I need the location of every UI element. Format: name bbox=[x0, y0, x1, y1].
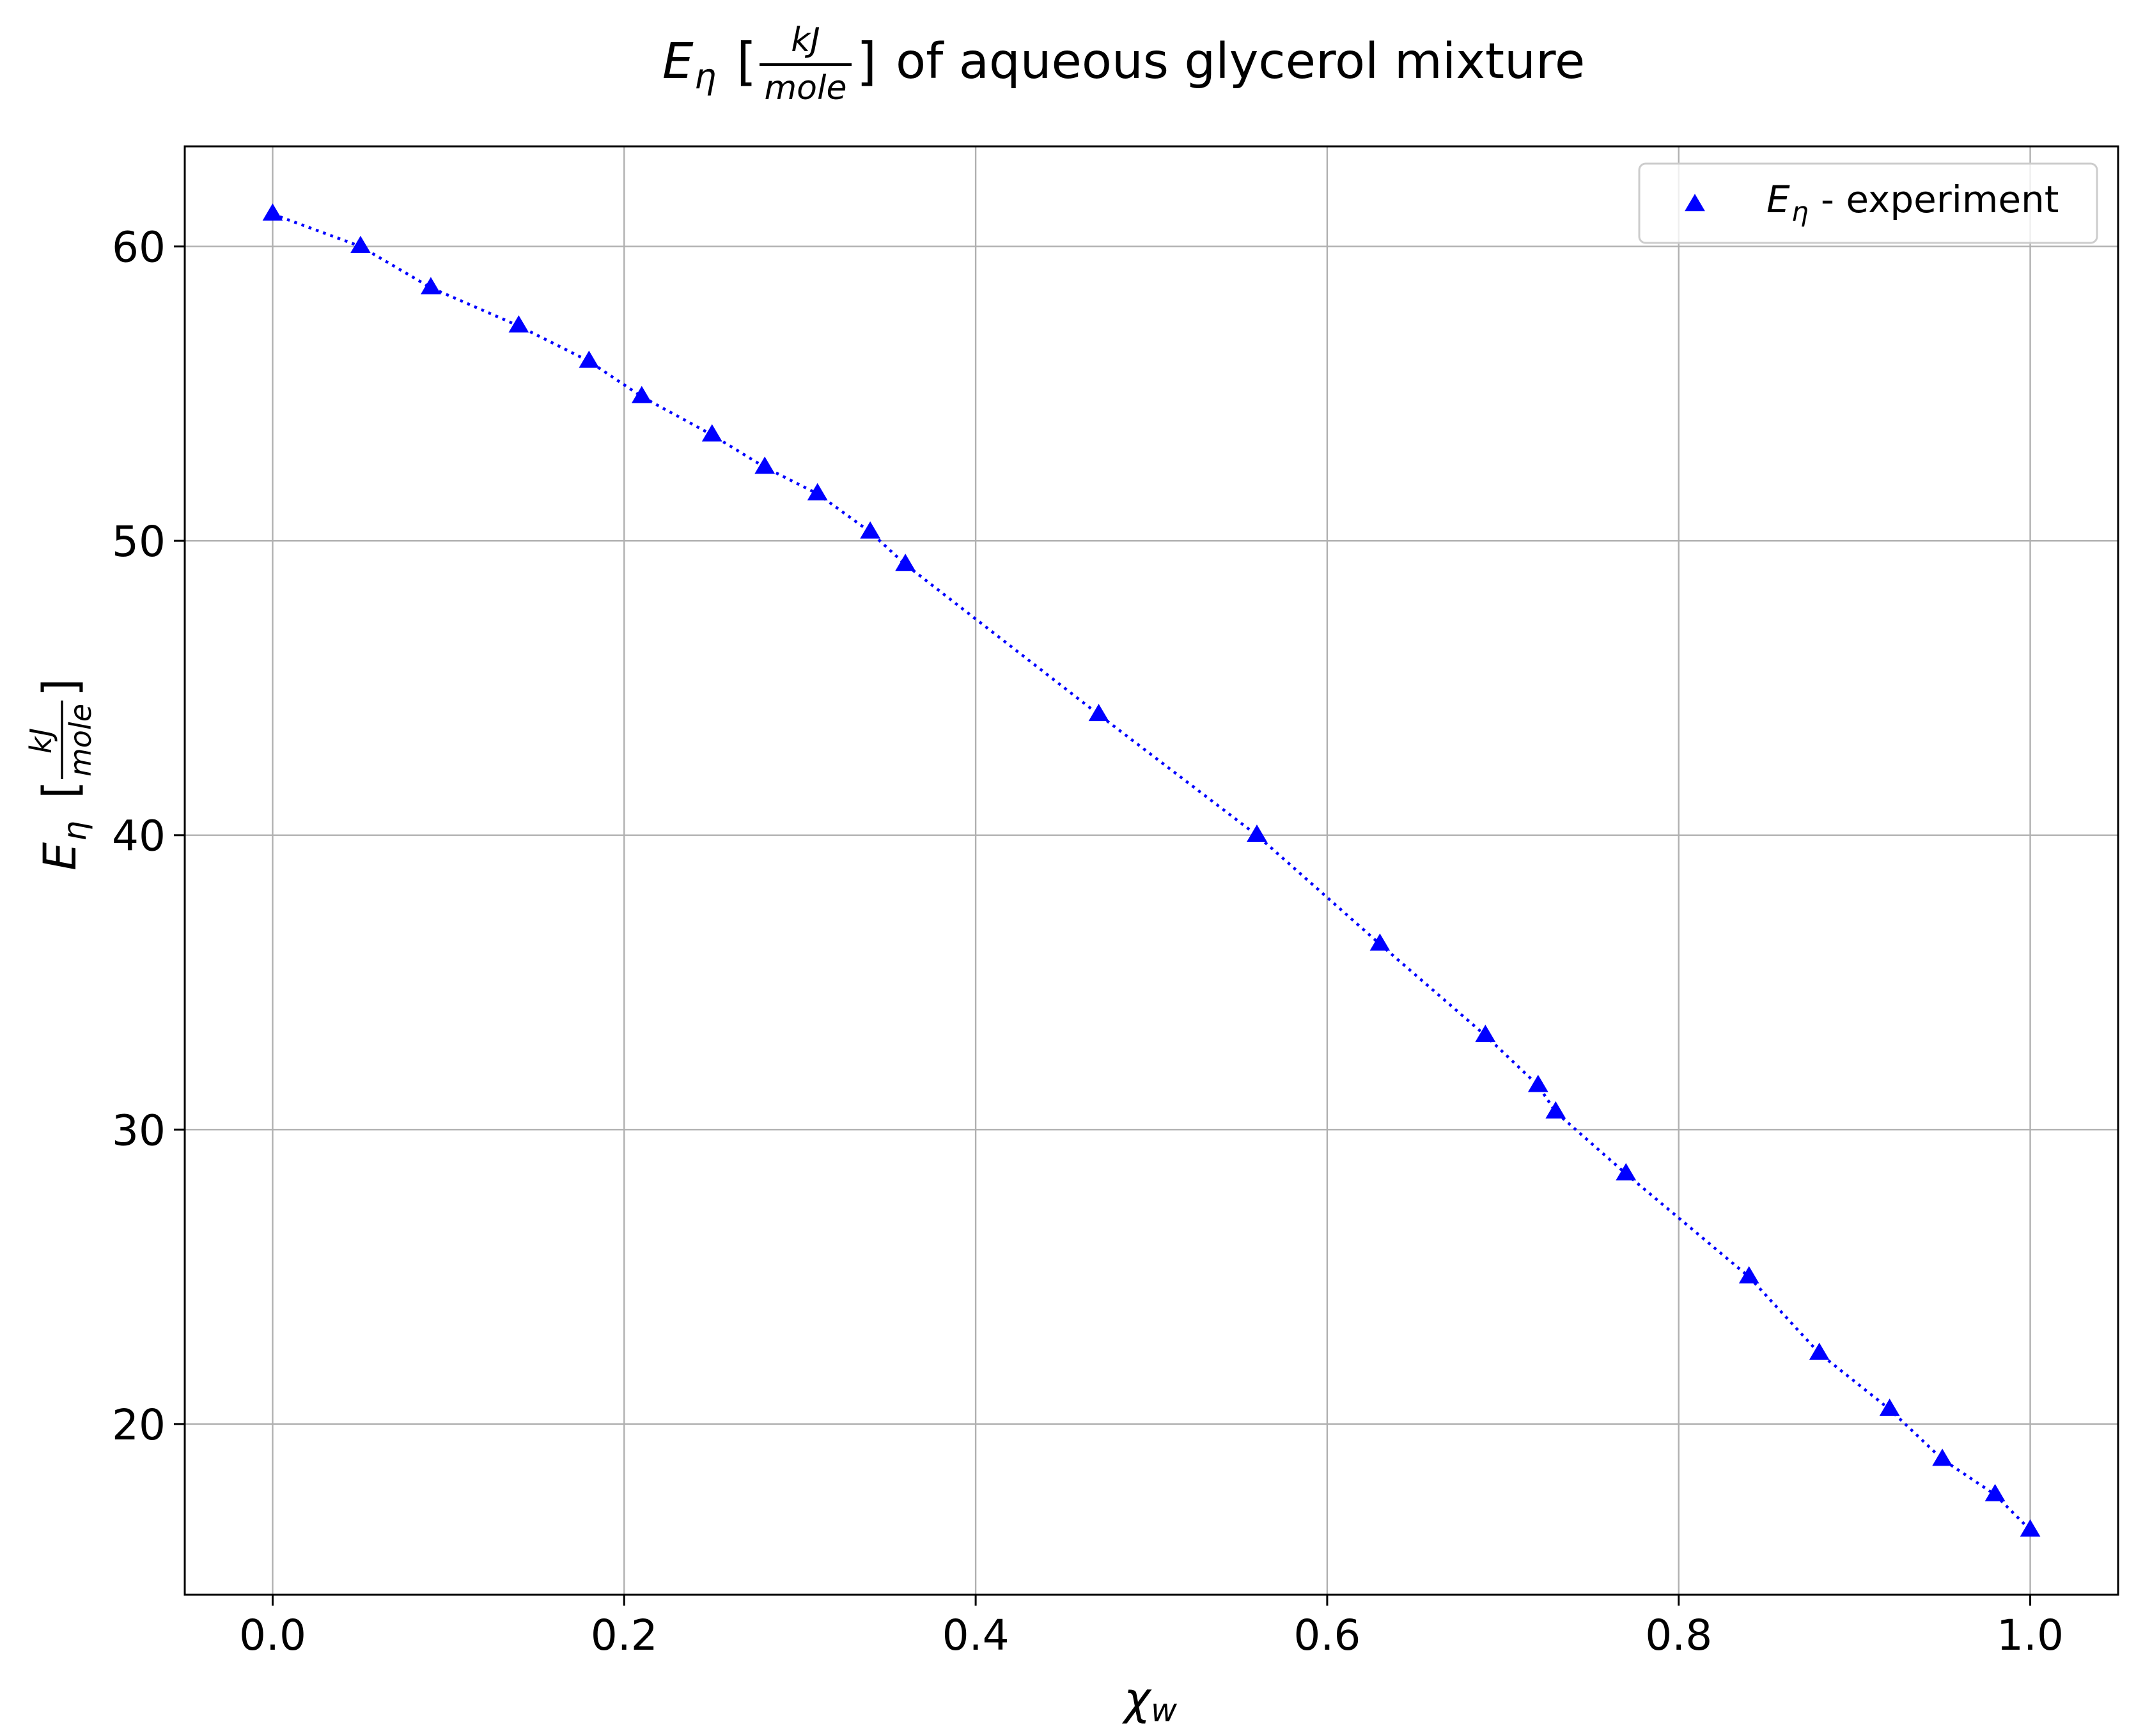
data-point bbox=[2020, 1519, 2041, 1537]
x-tick-label: 0.6 bbox=[1293, 1611, 1360, 1660]
data-point bbox=[1932, 1448, 1953, 1466]
data-point bbox=[1527, 1074, 1548, 1092]
data-point bbox=[860, 521, 881, 539]
title-symbol: E bbox=[662, 33, 694, 90]
y-tick-label: 40 bbox=[112, 812, 166, 861]
legend-subscript: η bbox=[1791, 196, 1809, 228]
y-label-bracket-close: ] bbox=[33, 678, 88, 697]
data-point bbox=[754, 456, 776, 474]
data-point bbox=[1369, 933, 1391, 951]
data-point bbox=[1879, 1399, 1900, 1416]
y-tick-label: 60 bbox=[112, 223, 166, 272]
axes bbox=[174, 145, 2119, 1606]
y-label-symbol: E bbox=[34, 842, 86, 871]
title-unit-denominator: mole bbox=[765, 69, 847, 107]
data-point bbox=[631, 385, 652, 403]
tick-labels: 0.0 0.2 0.4 0.6 0.8 1.0 20 30 40 50 60 bbox=[112, 223, 2064, 1660]
x-tick-label: 0.0 bbox=[239, 1611, 306, 1660]
title-bracket-open: [ bbox=[737, 32, 756, 91]
data-point bbox=[1616, 1163, 1637, 1181]
x-label-subscript: w bbox=[1151, 1692, 1177, 1729]
data-point bbox=[508, 315, 529, 333]
data-point bbox=[350, 235, 371, 253]
grid-lines bbox=[185, 146, 2118, 1595]
data-point bbox=[1545, 1101, 1566, 1119]
y-tick-label: 30 bbox=[112, 1106, 166, 1155]
axis-labels: χ w Eη [ kJ mole] bbox=[24, 678, 1177, 1729]
x-tick-label: 0.4 bbox=[942, 1611, 1010, 1660]
data-point bbox=[1247, 824, 1267, 842]
data-point bbox=[895, 554, 916, 571]
data-point bbox=[420, 277, 441, 295]
title-text: of aqueous glycerol mixture bbox=[896, 33, 1585, 90]
y-tick-label: 20 bbox=[112, 1400, 166, 1450]
y-label-subscript: η bbox=[56, 821, 93, 841]
x-label-symbol: χ bbox=[1121, 1673, 1152, 1725]
data-point bbox=[701, 424, 722, 442]
data-point bbox=[262, 203, 283, 221]
data-point bbox=[1809, 1342, 1830, 1360]
data-point bbox=[579, 350, 600, 368]
legend-symbol: E bbox=[1766, 178, 1790, 221]
y-axis-label: Eη [ kJ mole] bbox=[24, 678, 98, 871]
legend-frame bbox=[1638, 162, 2098, 244]
data-point bbox=[1738, 1266, 1759, 1283]
y-label-bracket-open: [ bbox=[33, 780, 88, 799]
y-label-unit-numerator: kJ bbox=[24, 728, 58, 754]
title-bracket-close: ] bbox=[857, 32, 877, 91]
plot-frame bbox=[183, 145, 2119, 1596]
series-markers bbox=[262, 203, 2041, 1537]
data-point bbox=[807, 483, 828, 500]
title-unit-numerator: kJ bbox=[791, 21, 820, 59]
x-tick-label: 0.2 bbox=[591, 1611, 658, 1660]
y-tick-label: 50 bbox=[112, 517, 166, 566]
x-tick-label: 1.0 bbox=[1997, 1611, 2064, 1660]
data-point bbox=[1475, 1025, 1496, 1042]
title-subscript: η bbox=[694, 56, 716, 97]
y-label-unit-denominator: mole bbox=[63, 704, 98, 777]
data-point bbox=[1984, 1484, 2006, 1501]
data-point bbox=[1088, 704, 1109, 722]
x-tick-label: 0.8 bbox=[1645, 1611, 1712, 1660]
legend-marker bbox=[1685, 194, 1705, 212]
legend-label: - experiment bbox=[1821, 178, 2059, 221]
